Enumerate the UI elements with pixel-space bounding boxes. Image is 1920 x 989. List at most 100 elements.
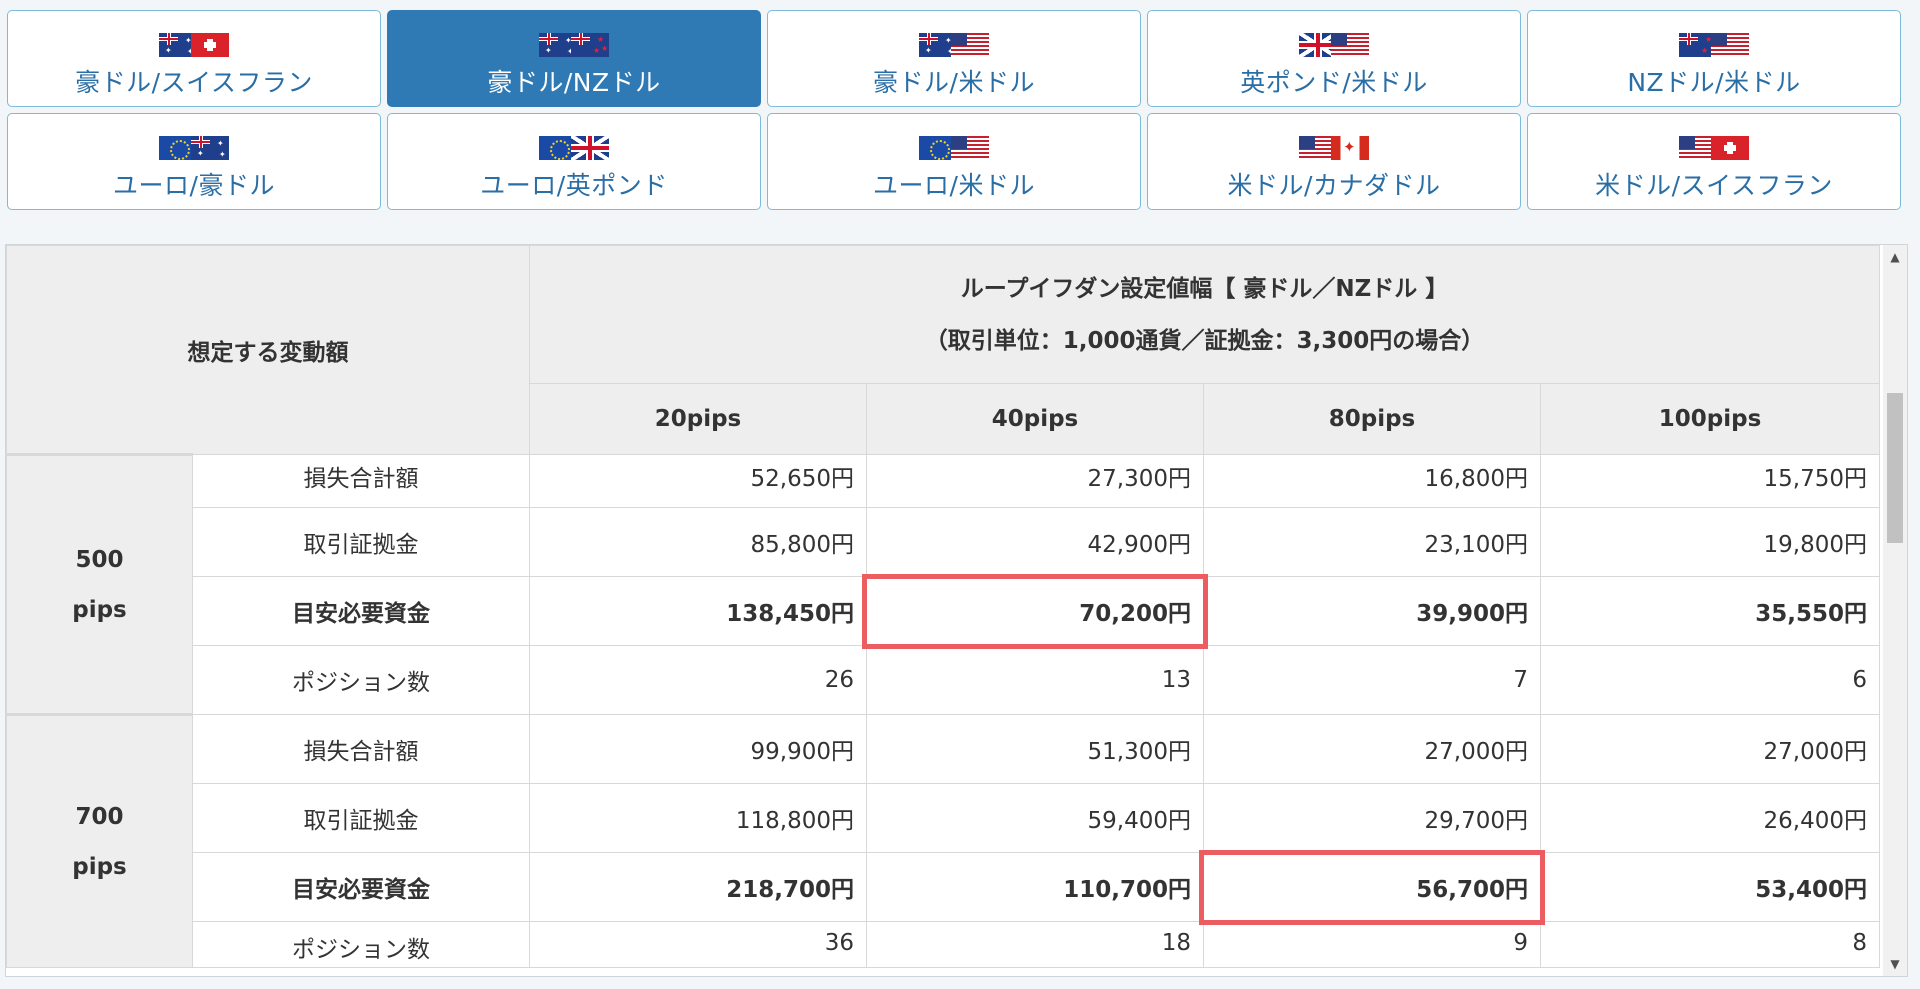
table-cell: 39,900円 [1203,576,1541,646]
row-label: ポジション数 [192,645,530,715]
group-unit: pips [72,596,127,623]
group-unit: pips [72,853,127,880]
table-row: 目安必要資金 218,700円 110,700円 56,700円 53,400円 [7,850,1881,926]
uk-flag-icon [571,136,609,160]
vertical-scrollbar[interactable]: ▲ ▼ [1883,245,1907,976]
tab-flags: ✦✦✦ [159,25,229,57]
tab-label: 豪ドル/米ドル [873,68,1035,97]
corner-header: 想定する変動額 [6,245,530,455]
tab-label: 英ポンド/米ドル [1240,68,1428,97]
row-label: 損失合計額 [192,714,530,784]
tab-label: 豪ドル/スイスフラン [75,68,313,97]
table-row: 500 pips 損失合計額 52,650円 27,300円 16,800円 1… [6,453,1881,715]
tab-label: ユーロ/英ポンド [480,171,668,200]
australia-flag-icon: ✦✦✦ [191,136,229,160]
canada-flag-icon [1331,136,1369,160]
eu-flag-icon [159,136,197,160]
tab-label: 米ドル/スイスフラン [1595,171,1833,200]
column-header: 100pips [1539,383,1881,455]
switzerland-flag-icon [191,33,229,57]
tab-nzd-usd[interactable]: ★★★ NZドル/米ドル [1527,10,1901,107]
tab-label: 豪ドル/NZドル [487,68,661,97]
table-cell: 35,550円 [1539,576,1881,646]
group-value: 500 [75,546,124,573]
tab-eur-gbp[interactable]: ユーロ/英ポンド [387,113,761,210]
table-cell: 27,000円 [1203,714,1541,784]
row-label: 取引証拠金 [192,507,530,577]
tab-usd-chf[interactable]: 米ドル/スイスフラン [1527,113,1901,210]
table-row: 目安必要資金 138,450円 70,200円 39,900円 35,550円 [7,574,1881,650]
table-cell: 15,750円 [1539,454,1881,508]
table-cell: 18 [866,921,1204,968]
table-cell: 99,900円 [529,714,867,784]
tab-flags: ✦✦✦ ★★★ [539,25,609,57]
tab-label: 米ドル/カナダドル [1227,171,1441,200]
tab-aud-chf[interactable]: ✦✦✦ 豪ドル/スイスフラン [7,10,381,107]
usa-flag-icon [1679,136,1717,160]
currency-pair-tabs: ✦✦✦ 豪ドル/スイスフラン ✦✦✦ ★★★ 豪ドル/NZドル ✦✦✦ 豪ドル/… [7,10,1906,210]
group-label: 700 pips [6,713,193,968]
tab-flags [1299,128,1369,160]
tab-aud-nzd[interactable]: ✦✦✦ ★★★ 豪ドル/NZドル [387,10,761,107]
tab-eur-aud[interactable]: ✦ ✦ ✦ ユーロ/豪ドル [7,113,381,210]
table-row: 取引証拠金 118,800円 59,400円 29,700円 26,400円 [7,783,1881,853]
margin-table: 想定する変動額 ループイフダン設定値幅【 豪ドル／NZドル 】 （取引単位：1,… [6,245,1881,968]
table-cell: 59,400円 [866,783,1204,853]
table-cell: 9 [1203,921,1541,968]
usa-flag-icon [1331,33,1369,57]
australia-flag-icon: ✦✦✦ [159,33,197,57]
scrollbar-thumb[interactable] [1887,393,1903,543]
table-cell: 51,300円 [866,714,1204,784]
table-cell: 85,800円 [529,507,867,577]
table-cell: 26,400円 [1539,783,1881,853]
table-cell: 53,400円 [1539,852,1881,922]
new-zealand-flag-icon: ★★★ [571,33,609,57]
table-cell: 110,700円 [866,852,1204,922]
scroll-up-arrow-icon[interactable]: ▲ [1890,250,1900,264]
table-title-line1: ループイフダン設定値幅【 豪ドル／NZドル 】 [960,275,1449,302]
usa-flag-icon [951,33,989,57]
tab-flags: ✦✦✦ [159,128,229,160]
highlighted-cell: 56,700円 [1199,850,1546,926]
column-header: 20pips [529,383,867,455]
column-header: 40pips [866,383,1204,455]
tab-gbp-usd[interactable]: 英ポンド/米ドル [1147,10,1521,107]
australia-flag-icon: ✦✦✦ [539,33,577,57]
group-label: 500 pips [6,453,193,715]
table-cell: 29,700円 [1203,783,1541,853]
table-cell: 16,800円 [1203,454,1541,508]
scroll-down-arrow-icon[interactable]: ▼ [1890,957,1900,971]
table-cell: 138,450円 [529,576,867,646]
margin-table-panel: 想定する変動額 ループイフダン設定値幅【 豪ドル／NZドル 】 （取引単位：1,… [5,244,1908,977]
usa-flag-icon [951,136,989,160]
table-cell: 7 [1203,645,1541,715]
tab-label: ユーロ/豪ドル [113,171,275,200]
australia-flag-icon: ✦✦✦ [919,33,957,57]
table-cell: 8 [1539,921,1881,968]
new-zealand-flag-icon: ★★★ [1679,33,1717,57]
tab-eur-usd[interactable]: ユーロ/米ドル [767,113,1141,210]
row-label: 損失合計額 [192,454,530,508]
table-cell: 118,800円 [529,783,867,853]
tab-label: NZドル/米ドル [1627,68,1801,97]
table-cell: 27,000円 [1539,714,1881,784]
group-value: 700 [75,803,124,830]
tab-flags: ★★★ [1679,25,1749,57]
usa-flag-icon [1711,33,1749,57]
column-header: 80pips [1203,383,1541,455]
table-cell: 27,300円 [866,454,1204,508]
row-label: 目安必要資金 [192,576,530,646]
switzerland-flag-icon [1711,136,1749,160]
tab-flags: ✦✦✦ [919,25,989,57]
table-cell: 218,700円 [529,852,867,922]
eu-flag-icon [919,136,957,160]
tab-flags [919,128,989,160]
table-row: ポジション数 26 13 7 6 [7,645,1881,715]
table-cell: 52,650円 [529,454,867,508]
tab-label: ユーロ/米ドル [873,171,1035,200]
tab-aud-usd[interactable]: ✦✦✦ 豪ドル/米ドル [767,10,1141,107]
table-cell: 13 [866,645,1204,715]
row-label: 取引証拠金 [192,783,530,853]
table-title: ループイフダン設定値幅【 豪ドル／NZドル 】 （取引単位：1,000通貨／証拠… [528,245,1881,384]
tab-usd-cad[interactable]: 米ドル/カナダドル [1147,113,1521,210]
